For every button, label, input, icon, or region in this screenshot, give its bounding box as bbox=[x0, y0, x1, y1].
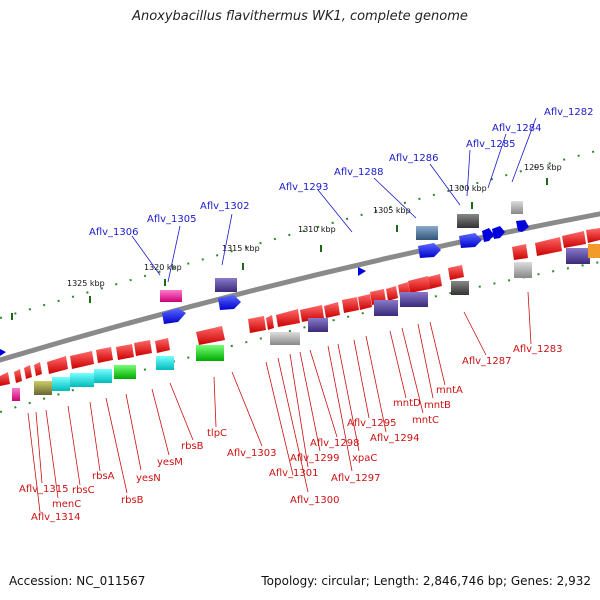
gene-arrow-forward bbox=[482, 228, 494, 242]
reverse-strand-genes bbox=[0, 228, 600, 386]
upper-feature-track bbox=[160, 201, 523, 302]
lower-feature-track bbox=[12, 244, 600, 401]
gene-block bbox=[416, 226, 438, 240]
gene-label: Aflv_1295 bbox=[347, 418, 397, 429]
gene-label: Aflv_1293 bbox=[279, 182, 329, 193]
scale-tick-label: 1315 kbp bbox=[222, 244, 260, 253]
forward-strand-genes bbox=[0, 220, 529, 356]
gene-block bbox=[457, 214, 479, 228]
gene-label: rbsB bbox=[181, 441, 204, 452]
scale-tick-label: 1320 kbp bbox=[144, 263, 182, 272]
gene-label: Aflv_1301 bbox=[269, 468, 319, 479]
map-title: Anoxybacillus flavithermus WK1, complete… bbox=[132, 9, 468, 24]
scale-tick-label: 1325 kbp bbox=[67, 279, 105, 288]
genome-summary-text: Topology: circular; Length: 2,846,746 bp… bbox=[261, 574, 591, 588]
gene-arrow-forward bbox=[162, 308, 186, 324]
gene-label: Aflv_1306 bbox=[89, 227, 139, 238]
gene-label: mntD bbox=[393, 398, 421, 409]
gene-block bbox=[160, 290, 182, 302]
gene-arrow-forward bbox=[358, 267, 366, 276]
gene-label: Aflv_1299 bbox=[290, 453, 340, 464]
scale-tick-label: 1310 kbp bbox=[298, 225, 336, 234]
gene-arrow-forward bbox=[418, 243, 441, 258]
scale-tick-label: 1305 kbp bbox=[373, 206, 411, 215]
gene-label: Aflv_1300 bbox=[290, 495, 340, 506]
gene-arrow-forward bbox=[516, 220, 529, 232]
gene-label: tlpC bbox=[207, 428, 227, 439]
gene-arrow-forward bbox=[459, 233, 482, 248]
gene-label: Aflv_1302 bbox=[200, 201, 250, 212]
gene-label: rbsC bbox=[72, 485, 95, 496]
gene-label: Aflv_1285 bbox=[466, 139, 516, 150]
gene-label: Aflv_1287 bbox=[462, 356, 512, 367]
gene-label: Aflv_1286 bbox=[389, 153, 439, 164]
scale-tick-label: 1295 kbp bbox=[524, 163, 562, 172]
gene-label: Aflv_1298 bbox=[310, 438, 360, 449]
gene-label: Aflv_1284 bbox=[492, 123, 542, 134]
gene-label: Aflv_1314 bbox=[31, 512, 81, 523]
gene-label: Aflv_1294 bbox=[370, 433, 420, 444]
gene-block bbox=[215, 278, 237, 292]
gene-label: yesN bbox=[136, 473, 161, 484]
gene-label: Aflv_1288 bbox=[334, 167, 384, 178]
gene-arrow-forward bbox=[218, 295, 241, 310]
gene-block bbox=[511, 201, 523, 214]
gene-label: mntA bbox=[436, 385, 463, 396]
gene-label: mntC bbox=[412, 415, 439, 426]
gene-label: yesM bbox=[157, 457, 183, 468]
label-leaders-bottom bbox=[27, 291, 532, 513]
gene-label: rbsB bbox=[121, 495, 144, 506]
gene-label: Aflv_1303 bbox=[227, 448, 277, 459]
gene-label: Aflv_1297 bbox=[331, 473, 381, 484]
gene-label: Aflv_1315 bbox=[19, 484, 69, 495]
gene-arrow-forward bbox=[492, 226, 505, 239]
gene-label: Aflv_1282 bbox=[544, 107, 594, 118]
gene-label: mntB bbox=[424, 400, 451, 411]
accession-text: Accession: NC_011567 bbox=[9, 574, 146, 588]
gene-label: menC bbox=[52, 499, 81, 510]
gene-arrow-forward bbox=[0, 349, 6, 356]
gene-label: xpaC bbox=[352, 453, 377, 464]
gene-label: Aflv_1305 bbox=[147, 214, 197, 225]
gene-label: rbsA bbox=[92, 471, 115, 482]
gene-label: Aflv_1283 bbox=[513, 344, 563, 355]
label-leaders-top bbox=[131, 117, 537, 283]
scale-ticks bbox=[11, 178, 548, 320]
